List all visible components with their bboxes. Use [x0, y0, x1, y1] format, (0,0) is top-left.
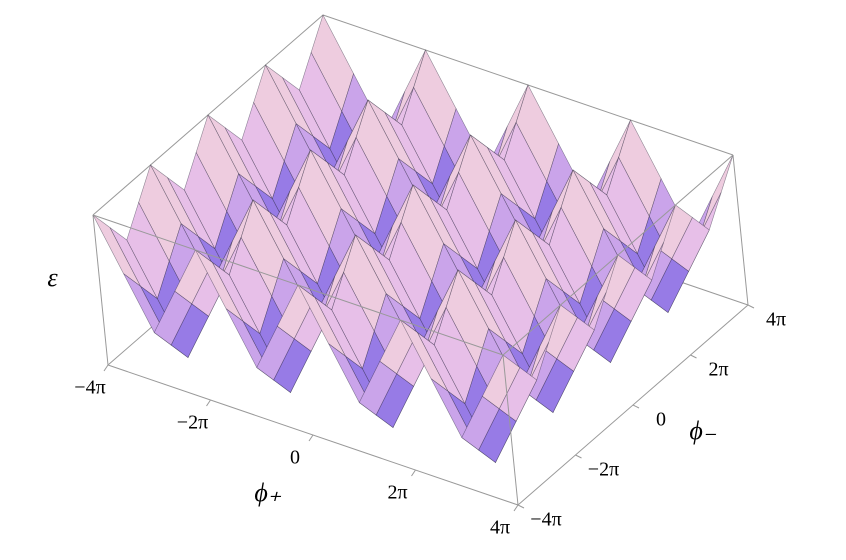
x-axis-label: ϕ₊ — [254, 478, 281, 507]
y-axis-label: ϕ₋ — [689, 416, 716, 445]
surface-patch — [556, 317, 595, 372]
y-tick-label: −4π — [530, 509, 561, 531]
box-edge — [502, 354, 519, 506]
z-axis-label: ε — [47, 263, 58, 292]
y-tick — [517, 504, 525, 509]
y-tick-label: 4π — [766, 309, 786, 331]
y-tick — [747, 304, 755, 309]
x-tick — [411, 469, 416, 477]
box-edge — [92, 214, 504, 356]
y-tick — [575, 454, 582, 459]
surface-patch — [700, 154, 734, 234]
x-tick — [103, 364, 109, 372]
y-tick — [690, 354, 697, 359]
x-tick-label: −4π — [74, 377, 105, 399]
surface-patch — [482, 354, 521, 410]
surface-patch — [613, 267, 653, 322]
box-edge — [502, 154, 734, 356]
y-tick-label: 0 — [656, 409, 666, 431]
box-edge — [732, 154, 749, 306]
x-tick-label: 2π — [387, 482, 407, 504]
x-tick-label: −2π — [177, 412, 208, 434]
axes: −4π −2π 0 2π 4π −4π −2π 0 2π 4π ϕ₊ ϕ₋ ε — [47, 154, 786, 539]
y-tick — [632, 404, 640, 409]
x-tick-label: 4π — [490, 517, 510, 539]
x-tick — [513, 504, 519, 512]
box-edge — [92, 214, 109, 366]
x-tick-label: 0 — [290, 447, 300, 469]
surface — [92, 14, 734, 464]
y-tick-label: 2π — [708, 359, 728, 381]
x-tick — [206, 399, 211, 407]
x-tick — [308, 434, 314, 442]
y-tick-label: −2π — [588, 459, 619, 481]
